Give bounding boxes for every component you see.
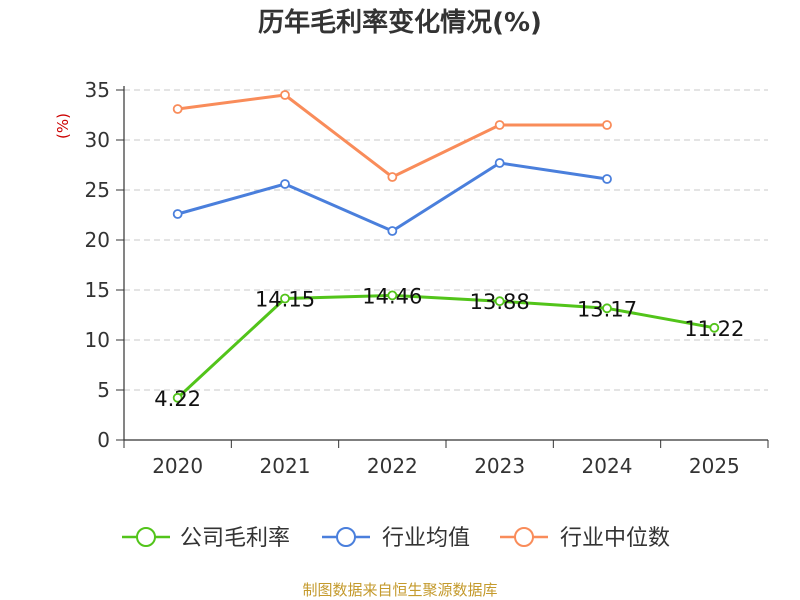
x-tick-label: 2023 bbox=[474, 454, 525, 478]
data-point bbox=[494, 158, 505, 168]
data-label: 13.17 bbox=[577, 297, 637, 321]
footer-source-note: 制图数据来自恒生聚源数据库 bbox=[302, 581, 498, 599]
y-tick-label: 10 bbox=[85, 328, 110, 352]
data-point bbox=[709, 322, 720, 333]
y-tick-label: 20 bbox=[85, 228, 110, 252]
data-label: 14.46 bbox=[362, 284, 422, 308]
y-tick-label: 0 bbox=[97, 428, 110, 452]
data-point bbox=[280, 90, 290, 100]
y-tick-label: 35 bbox=[85, 78, 110, 102]
data-point bbox=[280, 179, 290, 189]
data-point bbox=[172, 209, 183, 219]
x-tick-label: 2020 bbox=[152, 454, 203, 478]
legend-label: 行业均值 bbox=[382, 526, 470, 551]
x-tick-label: 2025 bbox=[689, 454, 740, 478]
y-tick-label: 25 bbox=[85, 178, 110, 202]
y-tick-label: 5 bbox=[97, 378, 110, 402]
chart-title: 历年毛利率变化情况(%) bbox=[258, 8, 542, 38]
legend-swatch-marker bbox=[336, 527, 356, 547]
data-point bbox=[387, 226, 398, 236]
legend-swatch-marker bbox=[514, 527, 534, 547]
x-tick-label: 2024 bbox=[582, 454, 633, 478]
legend-swatch-marker bbox=[136, 527, 156, 547]
legend-label: 行业中位数 bbox=[560, 526, 670, 551]
data-point bbox=[172, 392, 183, 403]
x-tick-label: 2021 bbox=[260, 454, 311, 478]
data-point bbox=[494, 296, 505, 307]
y-tick-label: 15 bbox=[85, 278, 110, 302]
data-labels: 4.22 14.15 14.46 13.88 13.17 11.22 bbox=[154, 284, 744, 410]
series-lines bbox=[172, 90, 720, 403]
data-label: 4.22 bbox=[154, 387, 201, 411]
data-point bbox=[602, 174, 612, 184]
data-point bbox=[387, 172, 398, 182]
data-point bbox=[602, 303, 612, 314]
y-axis-unit-label: (%) bbox=[54, 113, 72, 139]
data-point bbox=[602, 120, 612, 130]
y-tick-label: 30 bbox=[85, 128, 110, 152]
series-line bbox=[177, 93, 607, 179]
data-label: 14.15 bbox=[255, 288, 315, 312]
data-point bbox=[387, 290, 398, 301]
series-line bbox=[176, 293, 715, 399]
x-tick-label: 2022 bbox=[367, 454, 418, 478]
data-point bbox=[494, 120, 505, 130]
gridlines bbox=[124, 89, 768, 391]
data-label: 11.22 bbox=[684, 317, 744, 341]
data-label: 13.88 bbox=[470, 290, 530, 314]
data-point bbox=[280, 293, 290, 304]
legend: 公司毛利率 行业均值 行业中位数 bbox=[122, 526, 670, 551]
legend-label: 公司毛利率 bbox=[180, 526, 290, 551]
data-point bbox=[172, 104, 183, 114]
